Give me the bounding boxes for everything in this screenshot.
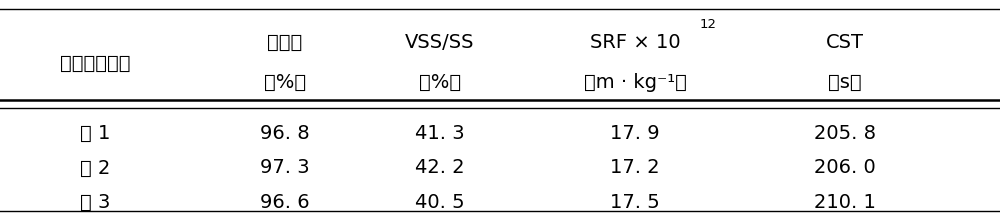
Text: 污泥样品编号: 污泥样品编号 xyxy=(60,54,130,73)
Text: SRF × 10: SRF × 10 xyxy=(590,33,680,52)
Text: 17. 5: 17. 5 xyxy=(610,193,660,212)
Text: 205. 8: 205. 8 xyxy=(814,124,876,143)
Text: 样 3: 样 3 xyxy=(80,193,110,212)
Text: 42. 2: 42. 2 xyxy=(415,159,465,177)
Text: 96. 6: 96. 6 xyxy=(260,193,310,212)
Text: 样 2: 样 2 xyxy=(80,159,110,177)
Text: 96. 8: 96. 8 xyxy=(260,124,310,143)
Text: 样 1: 样 1 xyxy=(80,124,110,143)
Text: 210. 1: 210. 1 xyxy=(814,193,876,212)
Text: 97. 3: 97. 3 xyxy=(260,159,310,177)
Text: （%）: （%） xyxy=(264,73,306,92)
Text: 12: 12 xyxy=(700,18,717,31)
Text: VSS/SS: VSS/SS xyxy=(405,33,475,52)
Text: （%）: （%） xyxy=(419,73,461,92)
Text: （m · kg⁻¹）: （m · kg⁻¹） xyxy=(584,73,686,92)
Text: CST: CST xyxy=(826,33,864,52)
Text: 206. 0: 206. 0 xyxy=(814,159,876,177)
Text: （s）: （s） xyxy=(828,73,862,92)
Text: 40. 5: 40. 5 xyxy=(415,193,465,212)
Text: 含水率: 含水率 xyxy=(267,33,303,52)
Text: 41. 3: 41. 3 xyxy=(415,124,465,143)
Text: 17. 2: 17. 2 xyxy=(610,159,660,177)
Text: 17. 9: 17. 9 xyxy=(610,124,660,143)
